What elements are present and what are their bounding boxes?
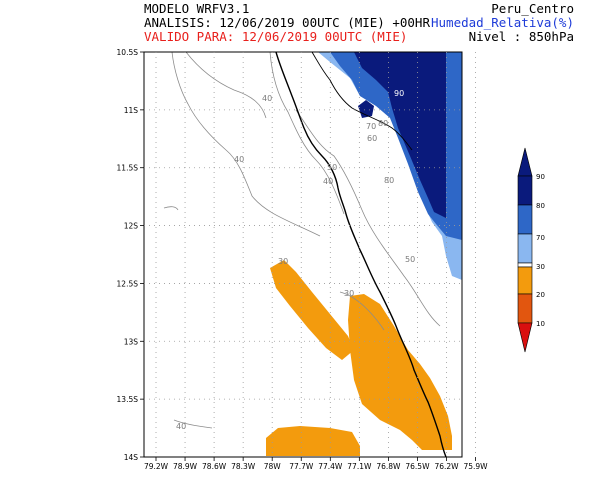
lon-label: 77.1W [347, 462, 372, 471]
contour-label-50-a: 50 [327, 163, 337, 172]
lat-label: 13.5S [117, 395, 139, 404]
lat-lon-grid [144, 52, 476, 457]
lat-label: 14S [124, 453, 139, 462]
colorbar-swatch-30 [517, 266, 533, 295]
colorbar-top-triangle [517, 147, 533, 177]
colorbar-tick-20: 20 [536, 291, 545, 299]
map-frame [143, 51, 463, 458]
lat-label: 11S [124, 106, 139, 115]
contour-value-labels: 40 40 40 40 50 50 30 30 80 60 70 80 90 [176, 89, 415, 431]
humidity-30-south-area [266, 426, 360, 456]
valid-title: VALIDO PARA: 12/06/2019 00UTC (MIE) [144, 29, 408, 44]
colorbar-swatch-90 [517, 175, 533, 206]
colorbar-swatch-70 [517, 233, 533, 264]
colorbar-tick-90: 90 [536, 173, 545, 181]
humidity-30-coast-area [348, 294, 452, 450]
contour-label-70-a: 70 [366, 122, 376, 131]
lon-label: 76.8W [376, 462, 401, 471]
contour-label-50-b: 50 [405, 255, 415, 264]
latitude-labels: 10.5S 11S 11.5S 12S 12.5S 13S 13.5S 14S [117, 48, 139, 462]
coastline [275, 52, 447, 457]
lon-label: 76.5W [405, 462, 430, 471]
contour-label-30-a: 30 [278, 257, 288, 266]
colorbar-swatch-20 [517, 293, 533, 324]
lon-label: 78.3W [231, 462, 256, 471]
colorbar-tick-10: 10 [536, 320, 545, 328]
level-label: Nivel : 850hPa [468, 29, 574, 44]
contour-label-60: 60 [367, 134, 377, 143]
lon-label: 78W [264, 462, 282, 471]
contour-label-40-c: 40 [323, 177, 333, 186]
variable-label: Humedad_Relativa(%) [431, 15, 574, 30]
colorbar: 90 80 70 30 20 10 [517, 147, 545, 353]
analysis-title: ANALISIS: 12/06/2019 00UTC (MIE) +00HR [144, 15, 430, 30]
lat-label: 13S [124, 337, 139, 346]
lon-label: 77.7W [289, 462, 314, 471]
humidity-30-north-area [270, 260, 354, 360]
map-fields [163, 52, 462, 457]
contour-label-40-a: 40 [262, 94, 272, 103]
axis-ticks [140, 51, 476, 461]
humidity-90-area [354, 52, 446, 218]
lon-label: 78.6W [202, 462, 227, 471]
lon-label: 78.9W [173, 462, 198, 471]
contour-label-90: 90 [394, 89, 404, 98]
lon-label: 76.2W [434, 462, 459, 471]
contour-label-30-b: 30 [344, 289, 354, 298]
region-label: Peru_Centro [491, 1, 574, 16]
contour-label-40-d: 40 [176, 422, 186, 431]
lon-label: 79.2W [144, 462, 169, 471]
contour-label-80-a: 80 [384, 176, 394, 185]
colorbar-bottom-triangle [517, 322, 533, 353]
contour-lines [163, 52, 441, 429]
lon-label: 75.9W [463, 462, 488, 471]
lon-label: 77.4W [318, 462, 343, 471]
contour-label-80-b: 80 [378, 119, 388, 128]
lat-label: 11.5S [117, 164, 139, 173]
colorbar-swatch-neutral [517, 262, 533, 268]
colorbar-tick-30: 30 [536, 263, 545, 271]
colorbar-tick-70: 70 [536, 234, 545, 242]
longitude-labels: 79.2W 78.9W 78.6W 78.3W 78W 77.7W 77.4W 77.1W 76… [144, 462, 488, 471]
lat-label: 12S [124, 222, 139, 231]
model-title: MODELO WRFV3.1 [144, 1, 250, 16]
colorbar-tick-80: 80 [536, 202, 545, 210]
contour-label-40-b: 40 [234, 155, 244, 164]
border-line [311, 52, 413, 151]
colorbar-swatch-80 [517, 204, 533, 235]
lat-label: 12.5S [117, 279, 139, 288]
lat-label: 10.5S [117, 48, 139, 57]
